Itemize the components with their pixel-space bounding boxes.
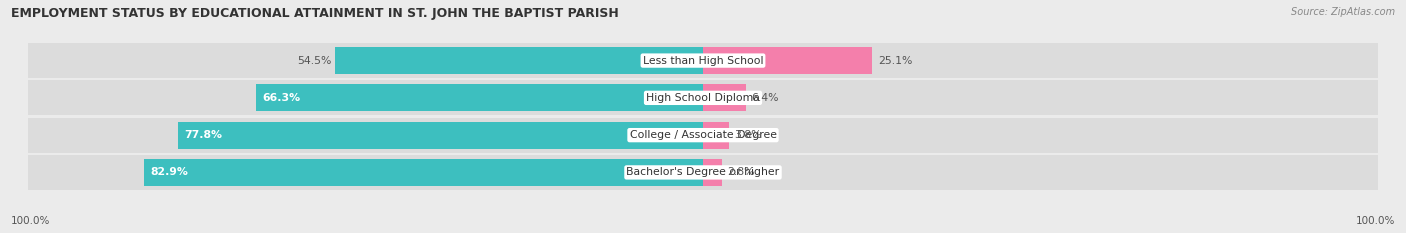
- Bar: [703, 118, 1378, 153]
- Text: EMPLOYMENT STATUS BY EDUCATIONAL ATTAINMENT IN ST. JOHN THE BAPTIST PARISH: EMPLOYMENT STATUS BY EDUCATIONAL ATTAINM…: [11, 7, 619, 20]
- Text: High School Diploma: High School Diploma: [647, 93, 759, 103]
- Bar: [703, 159, 721, 186]
- Bar: [703, 155, 1378, 190]
- Text: 3.8%: 3.8%: [734, 130, 762, 140]
- Bar: [703, 80, 1378, 115]
- Text: 100.0%: 100.0%: [1355, 216, 1395, 226]
- Text: College / Associate Degree: College / Associate Degree: [630, 130, 776, 140]
- Bar: [703, 84, 747, 111]
- Bar: [28, 155, 703, 190]
- Text: 25.1%: 25.1%: [877, 56, 912, 65]
- Text: Source: ZipAtlas.com: Source: ZipAtlas.com: [1291, 7, 1395, 17]
- Text: 6.4%: 6.4%: [752, 93, 779, 103]
- Text: 77.8%: 77.8%: [184, 130, 222, 140]
- Text: 82.9%: 82.9%: [150, 168, 188, 177]
- Text: 54.5%: 54.5%: [298, 56, 332, 65]
- Bar: [28, 43, 703, 78]
- Bar: [179, 122, 703, 149]
- Bar: [335, 47, 703, 74]
- Bar: [28, 80, 703, 115]
- Bar: [703, 43, 1378, 78]
- Text: 66.3%: 66.3%: [263, 93, 301, 103]
- Text: Bachelor's Degree or higher: Bachelor's Degree or higher: [627, 168, 779, 177]
- Bar: [28, 118, 703, 153]
- Bar: [703, 47, 872, 74]
- Text: Less than High School: Less than High School: [643, 56, 763, 65]
- Text: 2.8%: 2.8%: [727, 168, 755, 177]
- Bar: [143, 159, 703, 186]
- Text: 100.0%: 100.0%: [11, 216, 51, 226]
- Bar: [703, 122, 728, 149]
- Bar: [256, 84, 703, 111]
